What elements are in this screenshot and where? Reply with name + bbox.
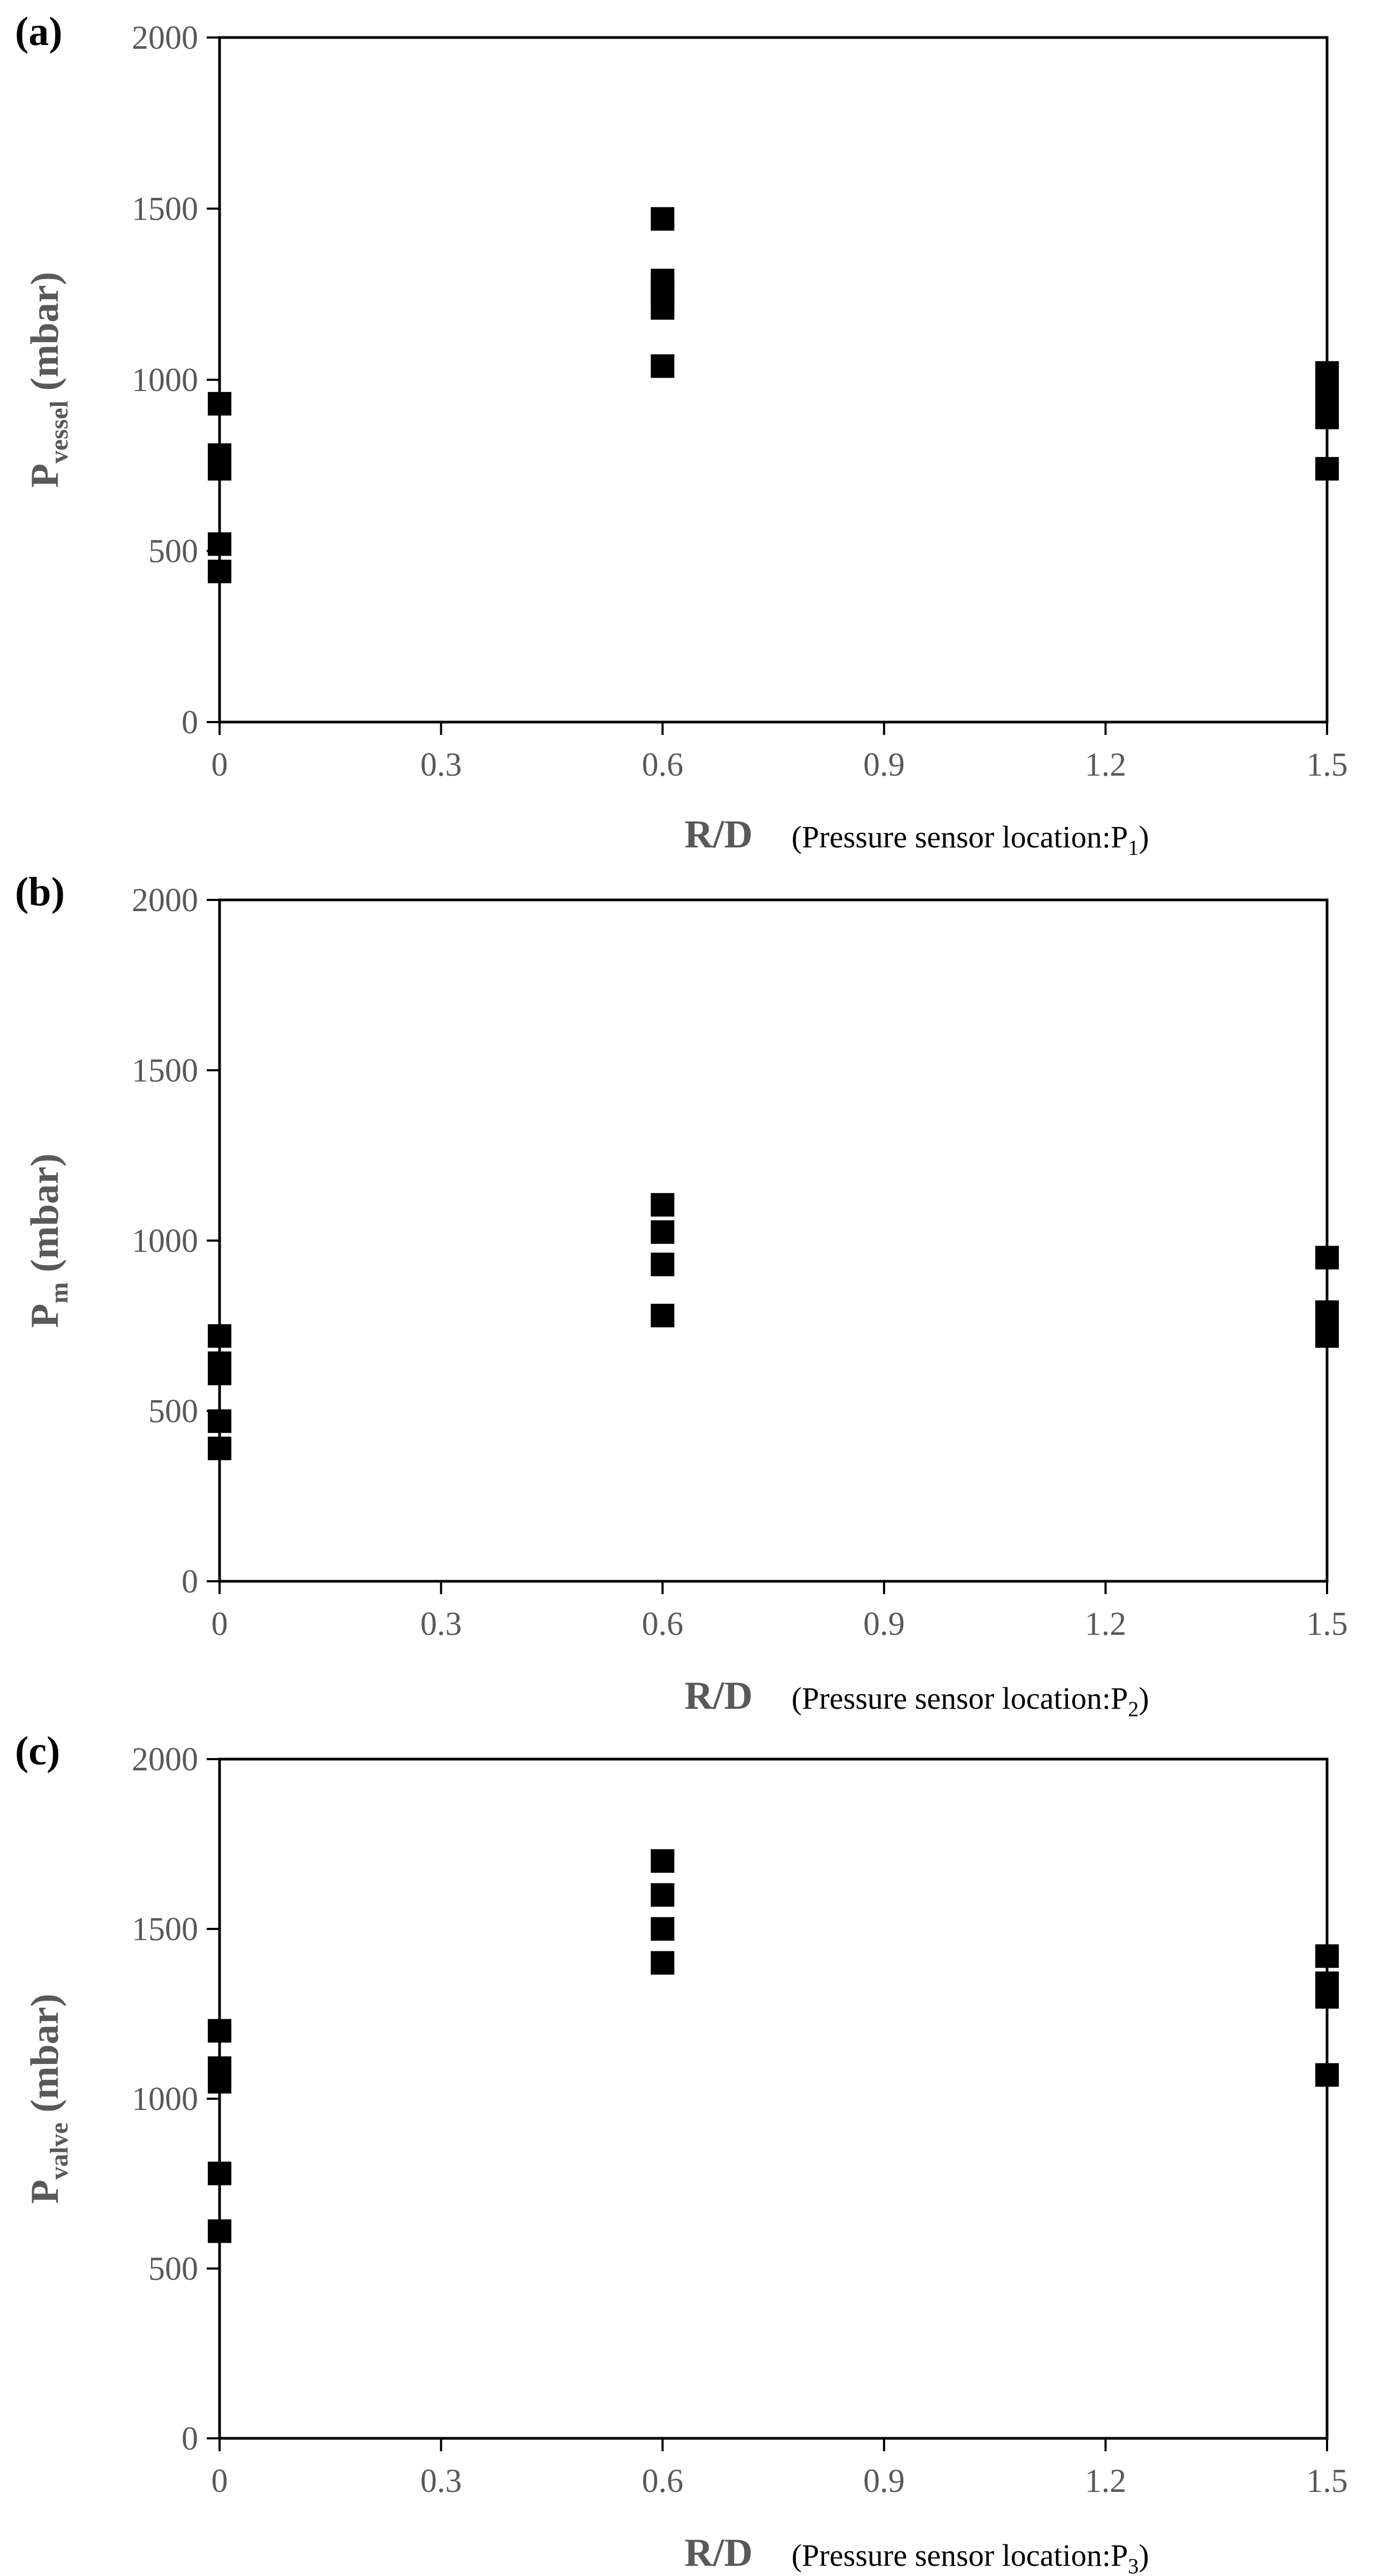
x-axis-note-a: (Pressure sensor location:P1): [792, 820, 1149, 860]
data-point-a-0-16: [1315, 457, 1339, 481]
panel-letter-b: (b): [15, 869, 65, 914]
data-point-c-0-4: [208, 2219, 231, 2243]
data-point-c-0-3: [208, 2161, 231, 2186]
ytick-label-a-3: 1500: [132, 191, 198, 228]
xtick-label-c-4: 1.2: [1085, 2463, 1127, 2499]
data-point-c-0-8: [651, 1951, 675, 1975]
x-axis-note-b: (Pressure sensor location:P2): [792, 1681, 1149, 1721]
xtick-label-a-1: 0.3: [420, 747, 462, 783]
data-point-a-0-17: [1315, 364, 1339, 388]
xtick-label-c-2: 0.6: [642, 2463, 683, 2499]
xtick-label-b-3: 0.9: [863, 1606, 905, 1642]
data-point-b-0-8: [651, 1303, 675, 1327]
data-point-b-0-9: [1315, 1245, 1339, 1270]
data-point-a-0-9: [651, 296, 675, 320]
data-point-b-0-5: [651, 1193, 675, 1217]
data-point-b-0-6: [651, 1220, 675, 1244]
panel-a: (a) 0 500 1000 1500 2000 0 0.3 0.6 0.9 1.2 1.5 Pvess…: [15, 9, 1348, 860]
plot-frame-b: [218, 898, 1329, 1583]
data-point-b-0-7: [651, 1252, 675, 1276]
ytick-label-a-2: 1000: [132, 362, 198, 399]
data-point-a-0-15: [1315, 405, 1339, 430]
data-point-c-0-11: [1315, 1985, 1339, 2009]
data-point-a-0-6: [651, 207, 675, 231]
panel-b: (b) 0 500 1000 1500 2000 0 0.3 0.6 0.9 1.2 1.5 Pm (m…: [15, 869, 1348, 1721]
xtick-label-b-5: 1.5: [1306, 1606, 1348, 1642]
ytick-label-a-1: 500: [148, 534, 198, 570]
xtick-label-b-1: 0.3: [420, 1606, 462, 1642]
y-axis-label-c: Pvalve (mbar): [23, 1994, 73, 2204]
xtick-label-b-0: 0: [212, 1606, 228, 1642]
data-point-a-0-3: [208, 532, 231, 556]
xtick-label-c-0: 0: [212, 2463, 228, 2499]
xtick-label-a-2: 0.6: [642, 747, 683, 783]
data-point-c-0-12: [1315, 2063, 1339, 2087]
y-axis-label-b: Pm (mbar): [23, 1153, 73, 1328]
data-point-c-0-5: [651, 1849, 675, 1873]
plot-frame-c: [218, 1758, 1329, 2440]
ytick-label-c-3: 1500: [132, 1911, 198, 1948]
data-point-c-0-0: [208, 2019, 231, 2043]
ytick-label-c-0: 0: [182, 2421, 198, 2457]
xtick-label-b-2: 0.6: [642, 1606, 683, 1642]
xtick-label-a-4: 1.2: [1085, 747, 1127, 783]
ytick-label-b-1: 500: [148, 1393, 198, 1430]
ytick-label-c-1: 500: [148, 2251, 198, 2287]
ytick-label-b-4: 2000: [132, 882, 198, 919]
ytick-label-c-2: 1000: [132, 2081, 198, 2117]
xtick-label-c-3: 0.9: [863, 2463, 905, 2499]
xtick-label-c-1: 0.3: [420, 2463, 462, 2499]
xtick-label-b-4: 1.2: [1085, 1606, 1127, 1642]
data-point-c-0-6: [651, 1883, 675, 1907]
data-point-c-0-2: [208, 2070, 231, 2094]
y-axis-label-a: Pvessel (mbar): [23, 272, 73, 488]
panel-c: (c) 0 500 1000 1500 2000 0 0.3 0.6 0.9 1.2 1.5 Pvalv…: [15, 1729, 1348, 2576]
data-point-b-0-0: [208, 1324, 231, 1348]
data-point-b-0-12: [1315, 1324, 1339, 1348]
data-point-b-0-3: [208, 1409, 231, 1433]
ytick-label-a-0: 0: [182, 704, 198, 741]
ytick-label-b-0: 0: [182, 1564, 198, 1600]
data-point-a-0-11: [651, 275, 675, 299]
data-point-c-0-7: [651, 1917, 675, 1941]
data-point-b-0-2: [208, 1362, 231, 1386]
plot-frame-a: [218, 36, 1329, 724]
x-axis-label-b: R/D: [684, 1674, 752, 1718]
x-axis-label-a: R/D: [684, 813, 752, 857]
data-point-a-0-10: [651, 354, 675, 378]
panel-letter-c: (c): [15, 1729, 60, 1774]
xtick-label-a-0: 0: [212, 747, 228, 783]
ytick-label-b-2: 1000: [132, 1223, 198, 1259]
data-point-b-0-4: [208, 1436, 231, 1460]
data-point-a-0-0: [208, 392, 231, 416]
panel-letter-a: (a): [15, 9, 63, 54]
data-point-c-0-9: [1315, 1944, 1339, 1968]
data-point-a-0-4: [208, 559, 231, 583]
xtick-label-c-5: 1.5: [1306, 2463, 1348, 2499]
x-axis-note-c: (Pressure sensor location:P3): [792, 2538, 1149, 2576]
ytick-label-a-4: 2000: [132, 20, 198, 56]
xtick-label-a-5: 1.5: [1306, 747, 1348, 783]
ytick-label-b-3: 1500: [132, 1053, 198, 1089]
ytick-label-c-4: 2000: [132, 1741, 198, 1778]
xtick-label-a-3: 0.9: [863, 747, 905, 783]
x-axis-label-c: R/D: [684, 2531, 752, 2575]
data-point-a-0-5: [208, 453, 231, 477]
